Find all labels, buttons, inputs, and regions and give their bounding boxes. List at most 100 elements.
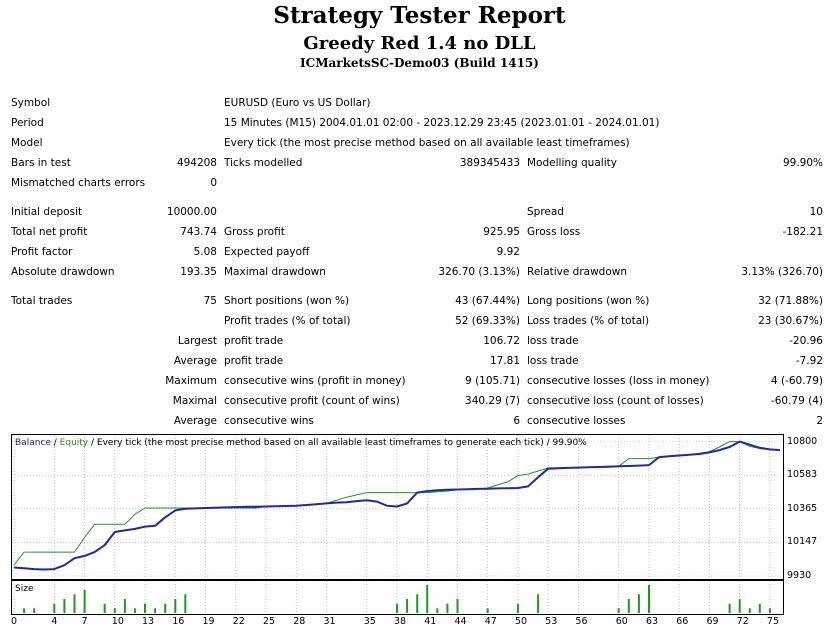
total-trades-value: 75 [203, 295, 217, 307]
size-bar [768, 608, 771, 613]
size-bar [516, 603, 519, 613]
rel-drawdown-label: Relative drawdown [527, 266, 628, 278]
size-bar [627, 599, 630, 613]
legend-equity: Equity [59, 438, 89, 448]
average-label: Average [173, 355, 217, 367]
size-bar [637, 594, 640, 613]
balance-line [13, 440, 781, 571]
x-tick-label: 50 [514, 616, 528, 627]
x-tick-label: 22 [232, 616, 245, 627]
largest-label: Largest [177, 335, 217, 347]
maximal-profit-value: 340.29 (7) [465, 395, 520, 407]
symbol-value: EURUSD (Euro vs US Dollar) [224, 97, 371, 109]
maximum-label: Maximum [165, 375, 217, 387]
size-chart-frame [11, 580, 784, 615]
x-tick-label: 41 [424, 616, 437, 627]
size-bar [113, 608, 116, 613]
gross-loss-value: -182.21 [782, 226, 823, 238]
x-tick-label: 56 [575, 616, 588, 627]
avg-wins-label: consecutive wins [224, 415, 314, 427]
largest-profit-label: profit trade [224, 335, 284, 347]
chart-legend: Balance / Equity / Every tick (the most … [15, 438, 587, 448]
abs-drawdown-label: Absolute drawdown [11, 266, 115, 278]
size-bar [83, 589, 86, 613]
x-tick-label: 25 [262, 616, 276, 627]
y-tick-label: 10365 [787, 502, 818, 514]
max-drawdown-value: 326.70 (3.13%) [438, 266, 520, 278]
size-chart [13, 581, 771, 613]
short-positions-label: Short positions (won %) [224, 295, 350, 307]
size-bar [33, 608, 36, 613]
x-tick-label: 13 [142, 616, 155, 627]
long-positions-value: 32 (71.88%) [758, 295, 823, 307]
largest-loss-value: -20.96 [789, 335, 823, 347]
bars-label: Bars in test [11, 157, 71, 169]
initial-deposit-label: Initial deposit [11, 206, 83, 218]
size-bar [73, 594, 76, 613]
size-bar [738, 599, 741, 613]
average-loss-value: -7.92 [795, 355, 823, 367]
net-profit-value: 743.74 [180, 226, 217, 238]
size-bar [456, 599, 459, 613]
size-bar [436, 608, 439, 613]
model-value: Every tick (the most precise method base… [224, 137, 630, 149]
size-bar [23, 608, 26, 613]
loss-trades-value: 23 (30.67%) [758, 315, 823, 327]
profit-factor-value: 5.08 [193, 246, 217, 258]
max-wins-value: 9 (105.71) [465, 375, 520, 387]
spread-label: Spread [527, 206, 564, 218]
x-tick-label: 60 [615, 616, 628, 627]
maximal-profit-label: consecutive profit (count of wins) [224, 395, 400, 407]
x-tick-label: 28 [293, 616, 306, 627]
size-bar [144, 603, 146, 613]
maximal-label: Maximal [172, 395, 217, 407]
y-tick-label: 10147 [787, 536, 818, 548]
legend-separator: / [50, 438, 60, 448]
size-bar [537, 594, 540, 613]
x-tick-label: 10 [111, 616, 124, 627]
initial-deposit-value: 10000.00 [166, 206, 217, 218]
period-value: 15 Minutes (M15) 2004.01.01 02:00 - 2023… [224, 117, 660, 129]
mismatched-label: Mismatched charts errors [11, 177, 146, 189]
x-tick-label: 7 [81, 616, 88, 627]
balance-chart-frame [11, 434, 784, 580]
ticks-value: 389345433 [459, 157, 520, 169]
x-tick-label: 47 [484, 616, 497, 627]
largest-profit-value: 106.72 [483, 335, 520, 347]
average-profit-label: profit trade [224, 355, 284, 367]
expected-payoff-label: Expected payoff [224, 246, 310, 258]
x-tick-label: 69 [706, 616, 719, 627]
size-bar [184, 594, 187, 613]
x-tick-label: 53 [545, 616, 558, 627]
y-tick-label: 10800 [787, 435, 818, 447]
size-bar [416, 594, 419, 613]
server-name: ICMarketsSC-Demo03 (Build 1415) [300, 56, 539, 70]
ticks-label: Ticks modelled [224, 157, 303, 169]
size-bar [406, 599, 409, 613]
profit-trades-value: 52 (69.33%) [455, 315, 520, 327]
size-bar [103, 603, 106, 613]
size-bar [53, 603, 56, 613]
size-bar [758, 603, 761, 613]
x-tick-label: 31 [323, 616, 336, 627]
size-bar [123, 599, 126, 613]
x-tick-label: 66 [676, 616, 689, 627]
average2-label: Average [173, 415, 217, 427]
report-title: Strategy Tester Report [273, 2, 566, 29]
mismatched-value: 0 [210, 177, 217, 189]
size-bar [174, 599, 177, 613]
short-positions-value: 43 (67.44%) [455, 295, 520, 307]
rel-drawdown-value: 3.13% (326.70) [741, 266, 823, 278]
size-bar [133, 608, 136, 613]
expert-name: Greedy Red 1.4 no DLL [303, 33, 536, 54]
x-tick-label: 0 [11, 616, 18, 627]
avg-wins-value: 6 [513, 415, 520, 427]
maximal-loss-value: -60.79 (4) [770, 395, 823, 407]
x-tick-label: 63 [645, 616, 659, 627]
size-bar [728, 603, 731, 613]
period-label: Period [11, 117, 44, 129]
quality-label: Modelling quality [527, 157, 617, 169]
average-loss-label: loss trade [527, 355, 579, 367]
largest-loss-label: loss trade [527, 335, 579, 347]
expected-payoff-value: 9.92 [496, 246, 520, 258]
